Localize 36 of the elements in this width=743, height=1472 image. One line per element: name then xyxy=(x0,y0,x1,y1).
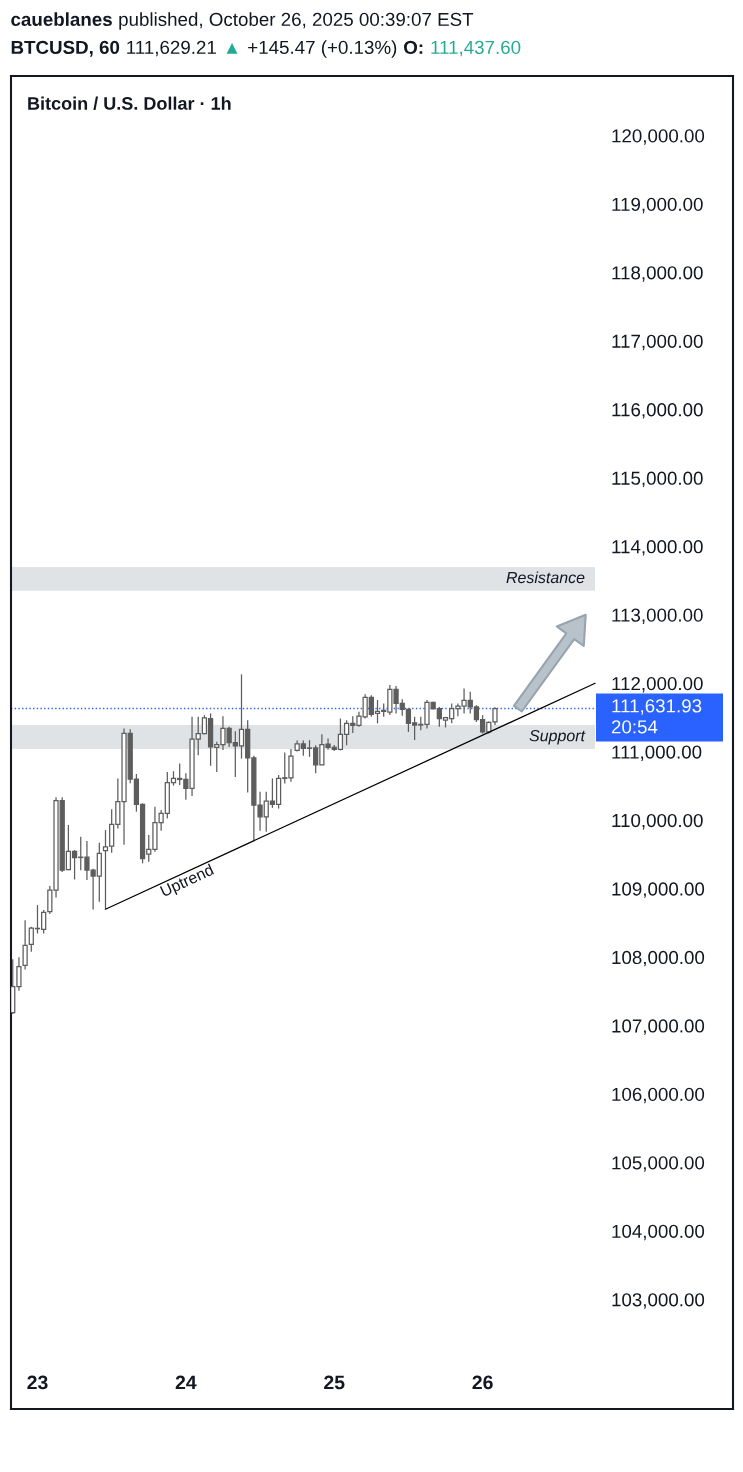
y-tick-label: 111,000.00 xyxy=(612,745,702,761)
y-tick-label: 106,000.00 xyxy=(612,1087,705,1104)
text: Bitcoin / U.S. Dollar · 1h xyxy=(28,96,231,111)
y-tick-label: 113,000.00 xyxy=(612,608,703,625)
y-tick-label: 117,000.00 xyxy=(612,334,703,351)
y-tick-label: 109,000.00 xyxy=(612,882,705,898)
text: BTCUSD, 60 xyxy=(11,40,120,57)
y-tick-label: 115,000.00 xyxy=(612,471,703,488)
candlestick xyxy=(22,919,28,971)
text: +145.47 (+0.13%) xyxy=(248,40,397,58)
x-tick-label: 25 xyxy=(324,1375,345,1390)
y-tick-label: 110,000.00 xyxy=(612,813,703,830)
band-label: Support xyxy=(529,730,586,745)
y-tick-label: 107,000.00 xyxy=(612,1019,705,1035)
ref-line-label: 111,631.93 xyxy=(612,699,702,715)
text: O: xyxy=(404,40,423,55)
annotation: 20:54 xyxy=(611,720,658,734)
x-tick-label: 26 xyxy=(472,1375,493,1390)
y-tick-label: 105,000.00 xyxy=(612,1156,705,1172)
y-tick-label: 118,000.00 xyxy=(612,266,703,282)
text: published, October 26, 2025 00:39:07 EST xyxy=(119,12,474,30)
band-label: Resistance xyxy=(506,571,585,584)
y-tick-label: 104,000.00 xyxy=(612,1224,705,1241)
y-tick-label: 120,000.00 xyxy=(612,129,705,145)
text: ▲ xyxy=(226,42,238,54)
y-tick-label: 112,000.00 xyxy=(612,676,703,693)
y-tick-label: 103,000.00 xyxy=(612,1293,705,1309)
x-tick-label: 23 xyxy=(27,1375,48,1390)
text: caueblanes xyxy=(11,12,112,27)
y-tick-label: 108,000.00 xyxy=(612,950,705,967)
y-tick-label: 119,000.00 xyxy=(612,197,703,214)
text: 111,629.21 xyxy=(127,40,216,57)
y-tick-label: 114,000.00 xyxy=(612,540,703,556)
x-tick-label: 24 xyxy=(175,1375,197,1390)
text: 111,437.60 xyxy=(431,40,521,57)
y-tick-label: 116,000.00 xyxy=(612,403,703,419)
